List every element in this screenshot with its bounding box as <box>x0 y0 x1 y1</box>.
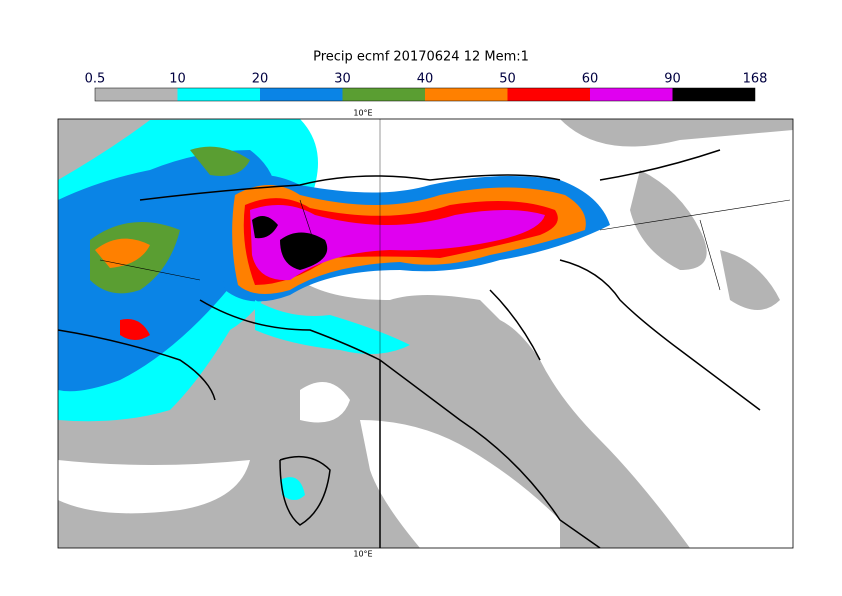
dry-area <box>597 298 793 548</box>
title: Precip ecmf 20170624 12 Mem:1 <box>313 50 529 65</box>
rain-50 <box>120 319 150 340</box>
colorbar-box <box>425 88 508 101</box>
colorbar-label: 60 <box>582 72 599 87</box>
light-rain <box>630 170 707 270</box>
rain-10 <box>280 477 305 500</box>
colorbar-box <box>95 88 178 101</box>
rain-90 <box>252 216 278 239</box>
colorbar-box <box>177 88 260 101</box>
lon-label-bottom: 10°E <box>353 550 372 559</box>
lon-label-top: 10°E <box>353 109 372 118</box>
colorbar-box <box>590 88 673 101</box>
map-frame <box>57 118 794 549</box>
rain-30 <box>190 146 250 176</box>
colorbar-label: 10 <box>169 72 186 87</box>
colorbar-frame <box>94 87 756 102</box>
colorbar-box <box>672 88 755 101</box>
rain-10 <box>255 300 410 354</box>
map: 10°E 10°E <box>57 109 794 559</box>
rain-60 <box>250 205 545 281</box>
colorbar-label: 0.5 <box>85 72 106 87</box>
colorbar-box <box>260 88 343 101</box>
dry-area <box>58 460 250 514</box>
dry-area <box>360 420 560 548</box>
colorbar-box <box>342 88 425 101</box>
colorbar-label: 30 <box>334 72 351 87</box>
colorbar-label: 90 <box>664 72 681 87</box>
rain-40 <box>95 238 150 268</box>
colorbar-label: 50 <box>499 72 516 87</box>
colorbar-label: 40 <box>417 72 434 87</box>
colorbar: 0.5 10 20 30 40 50 60 90 168 <box>85 72 768 102</box>
light-rain <box>720 250 780 310</box>
rain-90 <box>280 232 328 270</box>
colorbar-box <box>507 88 590 101</box>
border <box>99 199 791 291</box>
colorbar-label: 20 <box>252 72 269 87</box>
map-fields <box>58 119 793 548</box>
colorbar-label: 168 <box>743 72 768 87</box>
dry-area <box>300 382 350 423</box>
